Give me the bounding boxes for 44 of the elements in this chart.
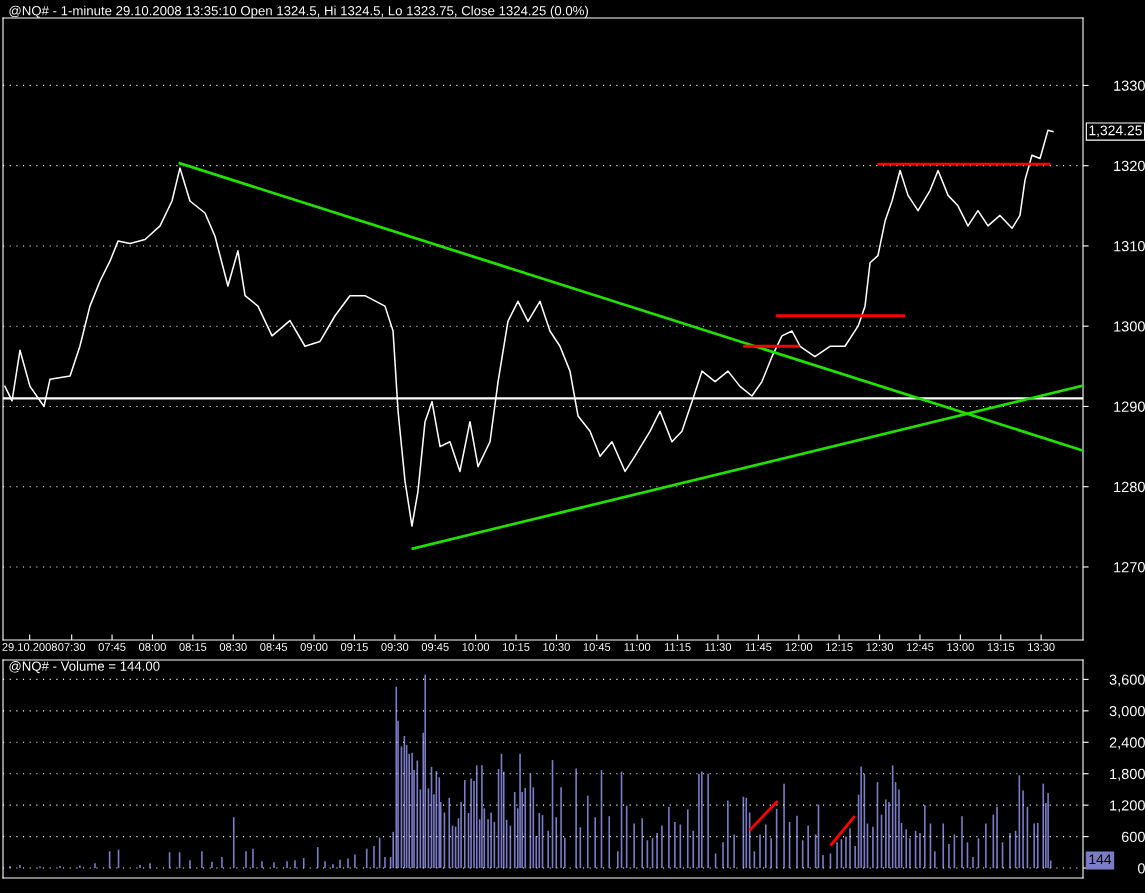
x-tick-label: 11:45: [745, 643, 772, 651]
x-tick-label: 13:30: [1028, 643, 1055, 651]
y-tick-label: 1280: [1114, 481, 1145, 493]
x-tick-label: 09:45: [421, 643, 449, 651]
x-tick-label: 08:30: [219, 643, 247, 651]
x-tick-label: 10:45: [583, 643, 611, 651]
text: 144: [1089, 854, 1112, 865]
x-tick-label: 09:30: [381, 643, 409, 651]
y-tick-label: 3,000: [1109, 705, 1145, 718]
y-tick-label: 1310: [1114, 241, 1145, 252]
y-tick-label: 1270: [1114, 562, 1145, 573]
x-tick-label: 08:45: [260, 643, 288, 651]
y-tick-label: 1290: [1114, 401, 1145, 412]
x-tick-label: 12:15: [826, 643, 853, 651]
y-tick-label: 1,800: [1110, 768, 1145, 781]
x-tick-label: 11:15: [664, 643, 691, 651]
x-tick-label: 12:00: [785, 643, 813, 651]
y-tick-label: 3,600: [1109, 674, 1145, 687]
x-tick-label: 08:00: [138, 643, 166, 651]
x-tick-label: 10:30: [543, 643, 570, 651]
x-tick-label: 12:30: [866, 643, 894, 651]
x-tick-label: 08:15: [179, 643, 207, 651]
x-tick-label: 10:00: [462, 643, 490, 651]
x-tick-label: 13:15: [987, 643, 1015, 651]
chart-title: @NQ# - Volume = 144.00: [9, 661, 160, 674]
chart-title: @NQ# - 1-minute 29.10.2008 13:35:10 Open 1324.5, Hi 1324.5, Lo 1323.75, Close 1324.25 (0.0%): [9, 5, 588, 18]
y-tick-label: 600: [1121, 831, 1145, 843]
x-tick-label: 09:00: [300, 643, 328, 651]
x-tick-label: 13:00: [947, 643, 974, 651]
x-tick-label: 11:30: [705, 643, 732, 651]
x-tick-label: 09:15: [340, 643, 368, 651]
x-tick-label: 07:45: [98, 643, 126, 651]
x-tick-label: 29.10.2008: [2, 643, 57, 651]
y-tick-label: 0: [1137, 863, 1145, 874]
x-tick-label: 10:15: [502, 643, 530, 651]
y-tick-label: 1330: [1114, 80, 1145, 91]
x-tick-label: 11:00: [624, 643, 651, 651]
y-tick-label: 2,400: [1109, 737, 1145, 750]
y-tick-label: 1300: [1114, 321, 1145, 332]
y-tick-label: 1320: [1114, 160, 1145, 172]
y-tick-label: 1,200: [1110, 800, 1145, 813]
x-tick-label: 12:45: [906, 643, 934, 651]
x-tick-label: 07:30: [58, 643, 86, 651]
text: 1,324.25: [1089, 125, 1142, 137]
